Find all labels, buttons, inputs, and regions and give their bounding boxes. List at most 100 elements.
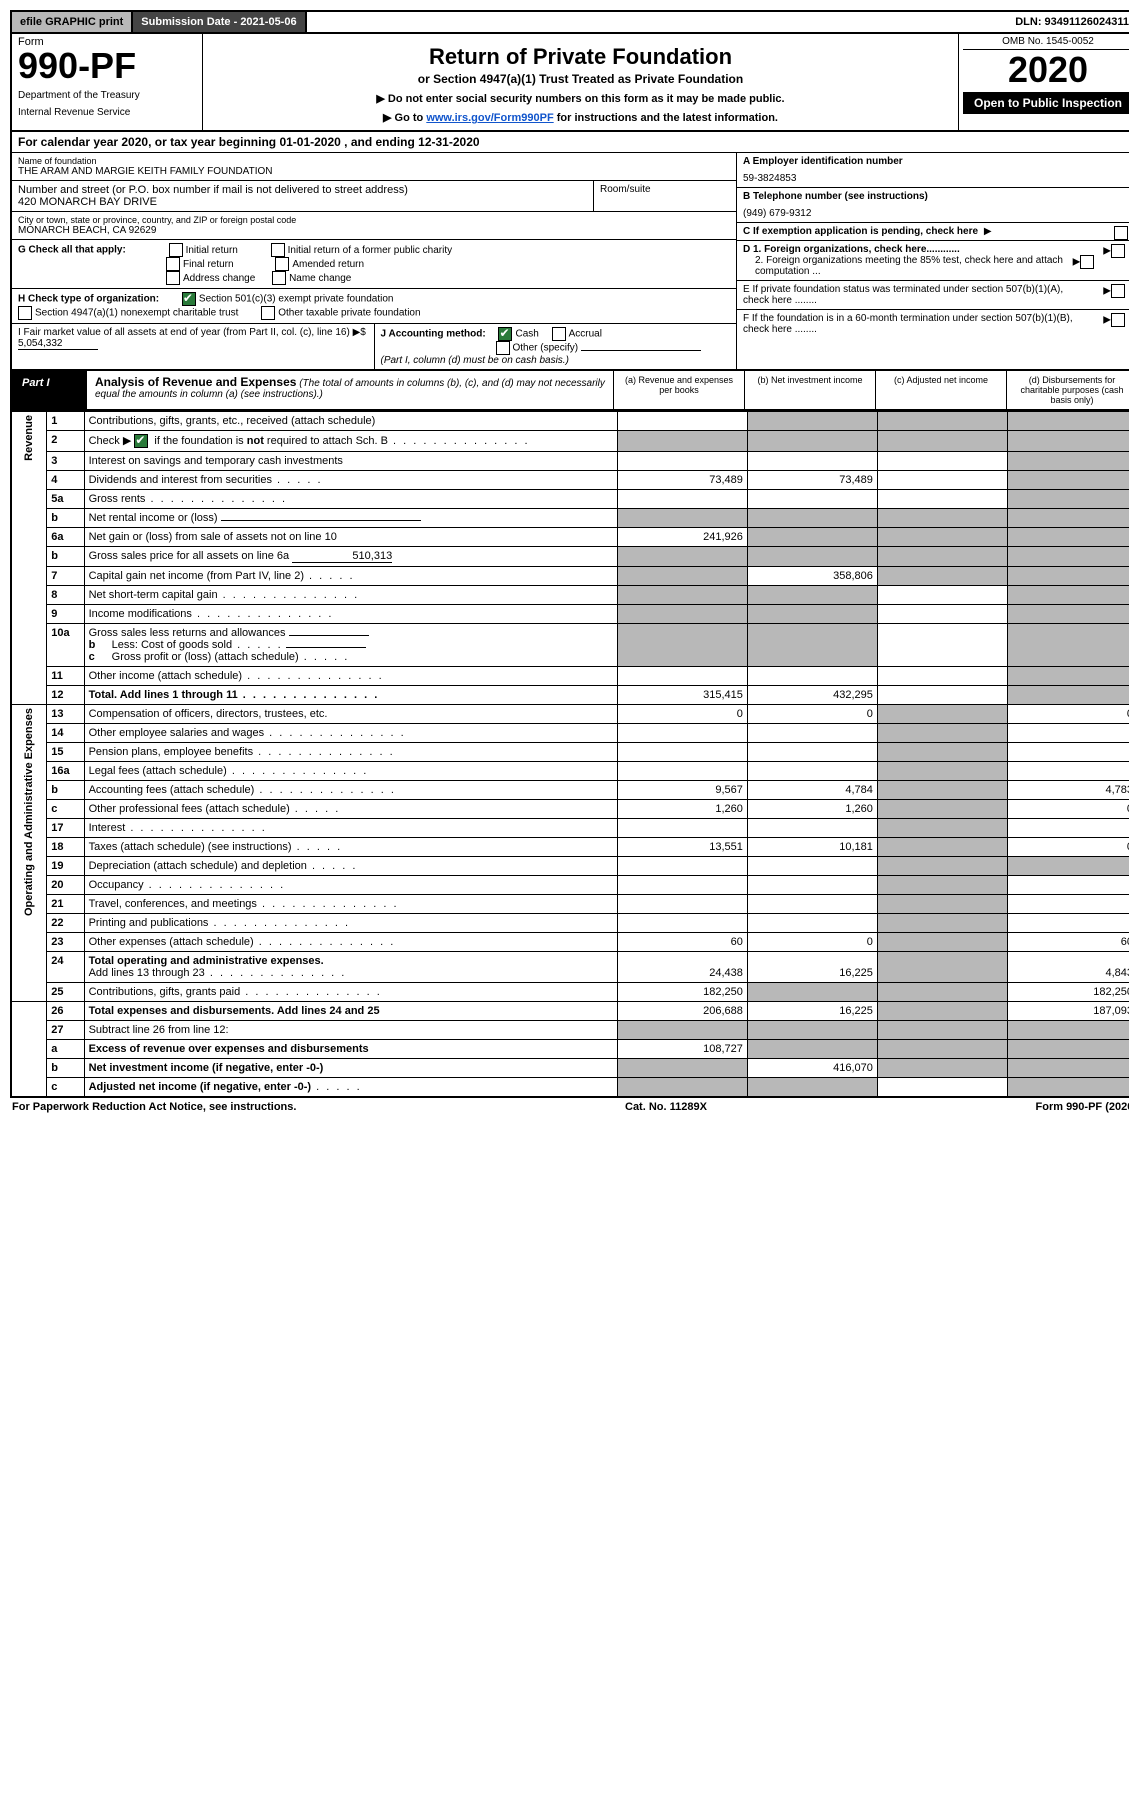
- i-label: I Fair market value of all assets at end…: [18, 327, 366, 338]
- goto-instructions: ▶ Go to www.irs.gov/Form990PF for instru…: [211, 111, 950, 124]
- chk-amended[interactable]: [275, 257, 289, 271]
- calendar-year-row: For calendar year 2020, or tax year begi…: [10, 132, 1129, 153]
- row-22: 22Printing and publications: [11, 914, 1129, 933]
- revenue-side-label: Revenue: [11, 412, 47, 705]
- fair-market-value-cell: I Fair market value of all assets at end…: [12, 324, 375, 369]
- street-address: 420 MONARCH BAY DRIVE: [18, 196, 587, 208]
- chk-final-return[interactable]: [166, 257, 180, 271]
- g-label: G Check all that apply:: [18, 245, 126, 256]
- chk-60month[interactable]: [1111, 313, 1125, 327]
- efile-print-button[interactable]: efile GRAPHIC print: [12, 12, 133, 32]
- city-label: City or town, state or province, country…: [18, 215, 730, 225]
- catalog-number: Cat. No. 11289X: [625, 1101, 707, 1113]
- accrual-label: Accrual: [569, 329, 602, 340]
- row-14: 14Other employee salaries and wages: [11, 724, 1129, 743]
- col-a-header: (a) Revenue and expenses per books: [613, 371, 744, 409]
- row-2: 2 Check ▶ if the foundation is not requi…: [11, 431, 1129, 452]
- col-d-header: (d) Disbursements for charitable purpose…: [1006, 371, 1129, 409]
- chk-501c3[interactable]: [182, 292, 196, 306]
- exemption-pending-cell: C If exemption application is pending, c…: [737, 223, 1129, 241]
- row-20: 20Occupancy: [11, 876, 1129, 895]
- final-return-label: Final return: [183, 259, 234, 270]
- form-header: Form 990-PF Department of the Treasury I…: [10, 34, 1129, 132]
- topbar: efile GRAPHIC print Submission Date - 20…: [10, 10, 1129, 34]
- part1-label: Part I: [12, 371, 87, 409]
- part1-header: Part I Analysis of Revenue and Expenses …: [10, 371, 1129, 411]
- row-9: 9Income modifications: [11, 605, 1129, 624]
- row-23: 23Other expenses (attach schedule) 60060: [11, 933, 1129, 952]
- row-24: 24 Total operating and administrative ex…: [11, 952, 1129, 983]
- chk-4947[interactable]: [18, 306, 32, 320]
- row-15: 15Pension plans, employee benefits: [11, 743, 1129, 762]
- chk-other-taxable[interactable]: [261, 306, 275, 320]
- goto-post: for instructions and the latest informat…: [557, 112, 778, 124]
- row-3: 3Interest on savings and temporary cash …: [11, 452, 1129, 471]
- chk-foreign-org[interactable]: [1111, 244, 1125, 258]
- form-ref: Form 990-PF (2020): [1036, 1101, 1129, 1113]
- chk-accrual[interactable]: [552, 327, 566, 341]
- form-number: 990-PF: [18, 48, 196, 84]
- row-13: Operating and Administrative Expenses 13…: [11, 705, 1129, 724]
- col-b-header: (b) Net investment income: [744, 371, 875, 409]
- chk-initial-return[interactable]: [169, 243, 183, 257]
- city-state-zip: MONARCH BEACH, CA 92629: [18, 225, 730, 236]
- form-title-block: Return of Private Foundation or Section …: [203, 34, 958, 130]
- row-12: 12Total. Add lines 1 through 11 315,4154…: [11, 686, 1129, 705]
- row-16c: cOther professional fees (attach schedul…: [11, 800, 1129, 819]
- city-cell: City or town, state or province, country…: [12, 212, 736, 240]
- f-label: F If the foundation is in a 60-month ter…: [743, 313, 1073, 335]
- j-label: J Accounting method:: [381, 329, 486, 340]
- chk-cash[interactable]: [498, 327, 512, 341]
- row-18: 18Taxes (attach schedule) (see instructi…: [11, 838, 1129, 857]
- e-label: E If private foundation status was termi…: [743, 284, 1073, 306]
- chk-sch-b-not-required[interactable]: [134, 434, 148, 448]
- row-21: 21Travel, conferences, and meetings: [11, 895, 1129, 914]
- col-c-header: (c) Adjusted net income: [875, 371, 1006, 409]
- omb-number: OMB No. 1545-0052: [963, 36, 1129, 50]
- row-5b: bNet rental income or (loss): [11, 509, 1129, 528]
- expenses-side-label: Operating and Administrative Expenses: [11, 705, 47, 1002]
- paperwork-notice: For Paperwork Reduction Act Notice, see …: [12, 1101, 296, 1113]
- d2-label: 2. Foreign organizations meeting the 85%…: [755, 255, 1065, 277]
- chk-85pct[interactable]: [1080, 255, 1094, 269]
- row-19: 19Depreciation (attach schedule) and dep…: [11, 857, 1129, 876]
- check-h-row: H Check type of organization: Section 50…: [12, 289, 736, 324]
- address-cell: Number and street (or P.O. box number if…: [12, 181, 593, 211]
- chk-initial-former[interactable]: [271, 243, 285, 257]
- row-7: 7Capital gain net income (from Part IV, …: [11, 567, 1129, 586]
- d1-label: D 1. Foreign organizations, check here..…: [743, 244, 960, 255]
- row-16a: 16aLegal fees (attach schedule): [11, 762, 1129, 781]
- foundation-name-cell: Name of foundation THE ARAM AND MARGIE K…: [12, 153, 736, 181]
- row-5a: 5aGross rents: [11, 490, 1129, 509]
- row-27c: cAdjusted net income (if negative, enter…: [11, 1078, 1129, 1098]
- address-change-label: Address change: [183, 273, 255, 284]
- form990pf-link[interactable]: www.irs.gov/Form990PF: [426, 112, 553, 124]
- ein-value: 59-3824853: [743, 173, 1129, 184]
- status-terminated-cell: E If private foundation status was termi…: [737, 281, 1129, 310]
- ssn-warning: ▶ Do not enter social security numbers o…: [211, 92, 950, 105]
- chk-address-change[interactable]: [166, 271, 180, 285]
- row-1: Revenue 1 Contributions, gifts, grants, …: [11, 412, 1129, 431]
- ein-label: A Employer identification number: [743, 156, 1129, 167]
- row-27b: bNet investment income (if negative, ent…: [11, 1059, 1129, 1078]
- address-label: Number and street (or P.O. box number if…: [18, 184, 587, 196]
- goto-pre: ▶ Go to: [383, 112, 426, 124]
- row-27a: aExcess of revenue over expenses and dis…: [11, 1040, 1129, 1059]
- chk-other-method[interactable]: [496, 341, 510, 355]
- row-10: 10a Gross sales less returns and allowan…: [11, 624, 1129, 667]
- ein-cell: A Employer identification number 59-3824…: [737, 153, 1129, 188]
- row-16b: bAccounting fees (attach schedule) 9,567…: [11, 781, 1129, 800]
- submission-date: Submission Date - 2021-05-06: [133, 12, 306, 32]
- part1-title-cell: Analysis of Revenue and Expenses (The to…: [87, 371, 613, 409]
- s501-label: Section 501(c)(3) exempt private foundat…: [199, 294, 394, 305]
- chk-name-change[interactable]: [272, 271, 286, 285]
- chk-exemption-pending[interactable]: [1114, 226, 1128, 240]
- other-taxable-label: Other taxable private foundation: [278, 308, 420, 319]
- s4947-label: Section 4947(a)(1) nonexempt charitable …: [35, 308, 238, 319]
- tax-year: 2020: [963, 50, 1129, 90]
- row-27: 27Subtract line 26 from line 12:: [11, 1021, 1129, 1040]
- other-method-label: Other (specify): [513, 343, 579, 354]
- chk-terminated[interactable]: [1111, 284, 1125, 298]
- initial-return-label: Initial return: [186, 245, 238, 256]
- r2-post: if the foundation is not required to att…: [151, 435, 388, 447]
